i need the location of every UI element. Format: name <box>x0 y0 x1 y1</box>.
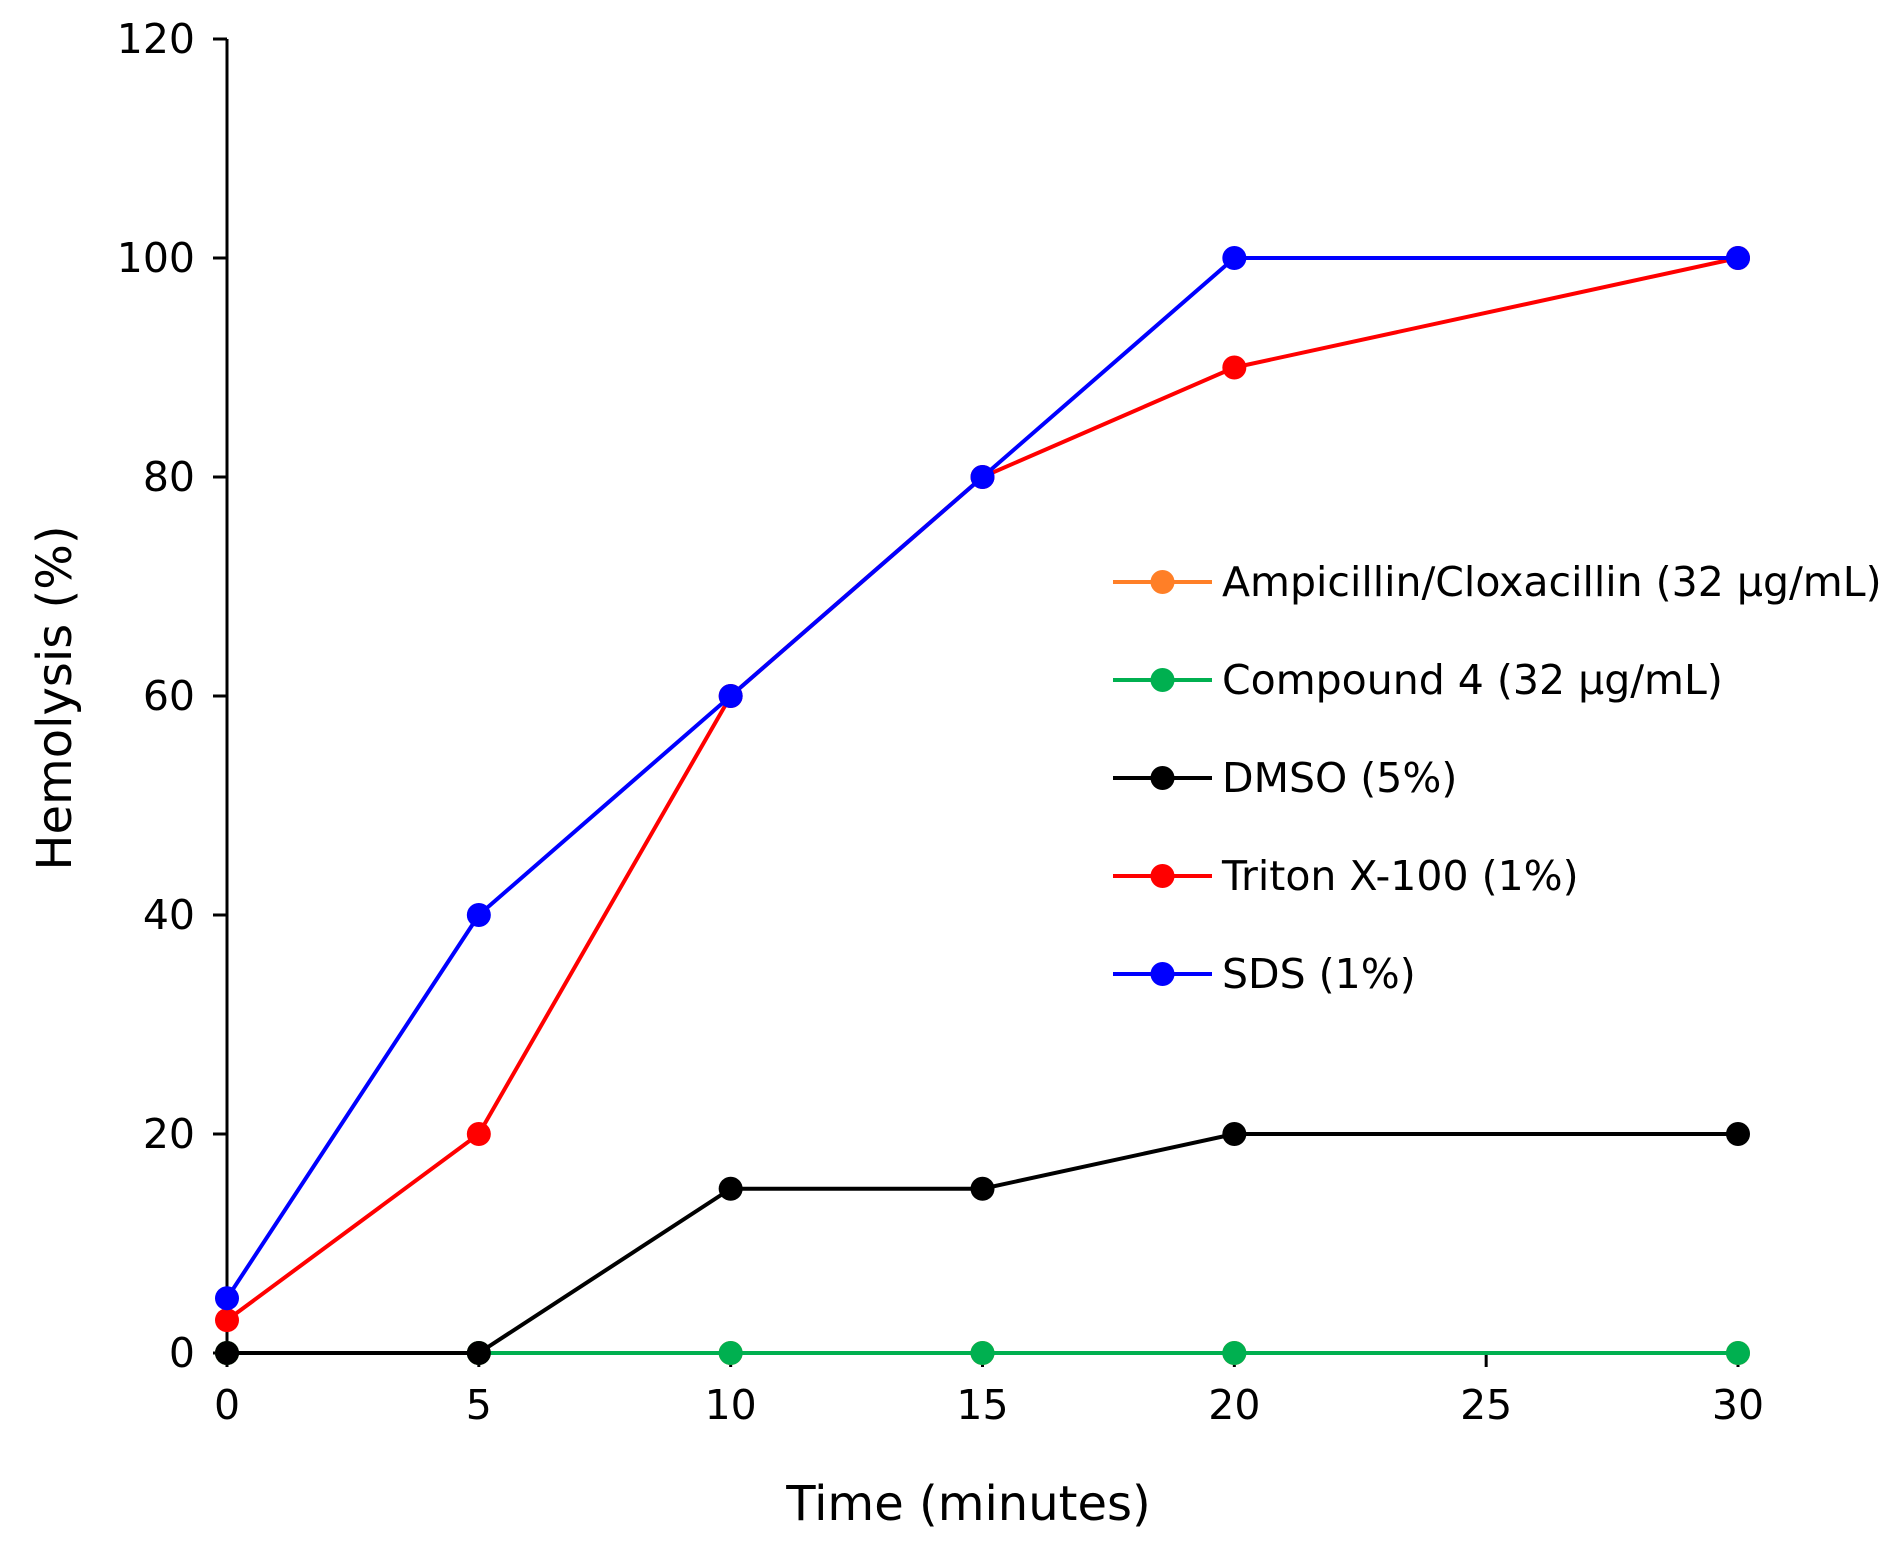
y-tick-label: 100 <box>117 234 195 282</box>
legend-label: SDS (1%) <box>1222 950 1416 998</box>
legend-label: DMSO (5%) <box>1222 754 1457 802</box>
x-tick-label: 5 <box>466 1381 492 1429</box>
data-point <box>215 1341 239 1365</box>
data-point <box>1726 246 1750 270</box>
x-tick-label: 0 <box>214 1381 240 1429</box>
x-tick-label: 20 <box>1208 1381 1260 1429</box>
x-tick-label: 10 <box>705 1381 757 1429</box>
data-point <box>215 1286 239 1311</box>
legend-item: Ampicillin/Cloxacillin (32 μg/mL) <box>1113 558 1882 606</box>
data-point <box>466 1341 491 1365</box>
data-point <box>718 684 743 708</box>
y-tick-label: 120 <box>117 15 195 63</box>
y-axis-title: Hemolysis (%) <box>27 525 83 870</box>
y-tick-label: 40 <box>143 891 195 939</box>
legend-label: Triton X-100 (1%) <box>1221 852 1579 900</box>
data-point <box>970 465 995 489</box>
legend-item: SDS (1%) <box>1113 950 1416 998</box>
data-point <box>1222 355 1247 380</box>
x-tick-label: 15 <box>956 1381 1008 1429</box>
legend-marker <box>1150 864 1175 888</box>
data-point <box>1726 1341 1750 1365</box>
series-layer <box>215 246 1750 1365</box>
legend-item: DMSO (5%) <box>1113 754 1457 802</box>
data-point <box>718 1341 743 1365</box>
data-point <box>1222 246 1247 270</box>
legend-label: Compound 4 (32 μg/mL) <box>1222 656 1723 704</box>
series-4 <box>215 246 1750 1311</box>
legend: Ampicillin/Cloxacillin (32 μg/mL) Compoun… <box>1113 558 1882 998</box>
data-point <box>215 1308 239 1333</box>
data-point <box>970 1341 995 1365</box>
data-point <box>970 1176 995 1201</box>
legend-marker <box>1150 962 1175 986</box>
data-point <box>718 1176 743 1201</box>
data-point <box>466 1122 491 1146</box>
y-tick-label: 20 <box>143 1110 195 1158</box>
legend-item: Triton X-100 (1%) <box>1113 852 1579 900</box>
y-tick-label: 80 <box>143 453 195 501</box>
data-point <box>1726 1122 1750 1146</box>
data-point <box>1222 1122 1247 1146</box>
x-tick-label: 30 <box>1712 1381 1764 1429</box>
legend-marker <box>1150 766 1175 790</box>
legend-item: Compound 4 (32 μg/mL) <box>1113 656 1723 704</box>
legend-marker <box>1150 668 1175 692</box>
series-line <box>225 256 1738 1300</box>
axes: 0 20 40 60 80 100 120 0 5 10 15 20 25 30 <box>117 15 1764 1429</box>
y-tick-label: 0 <box>169 1329 195 1377</box>
series-3 <box>215 246 1750 1333</box>
x-tick-label: 25 <box>1460 1381 1512 1429</box>
y-tick-label: 60 <box>143 672 195 720</box>
series-line <box>227 1132 1738 1355</box>
legend-marker <box>1150 570 1175 594</box>
x-axis-title: Time (minutes) <box>785 1476 1150 1532</box>
series-line <box>225 256 1739 1322</box>
data-point <box>1222 1341 1247 1365</box>
legend-label: Ampicillin/Cloxacillin (32 μg/mL) <box>1222 558 1882 606</box>
series-2 <box>215 1122 1750 1365</box>
data-point <box>466 903 491 927</box>
